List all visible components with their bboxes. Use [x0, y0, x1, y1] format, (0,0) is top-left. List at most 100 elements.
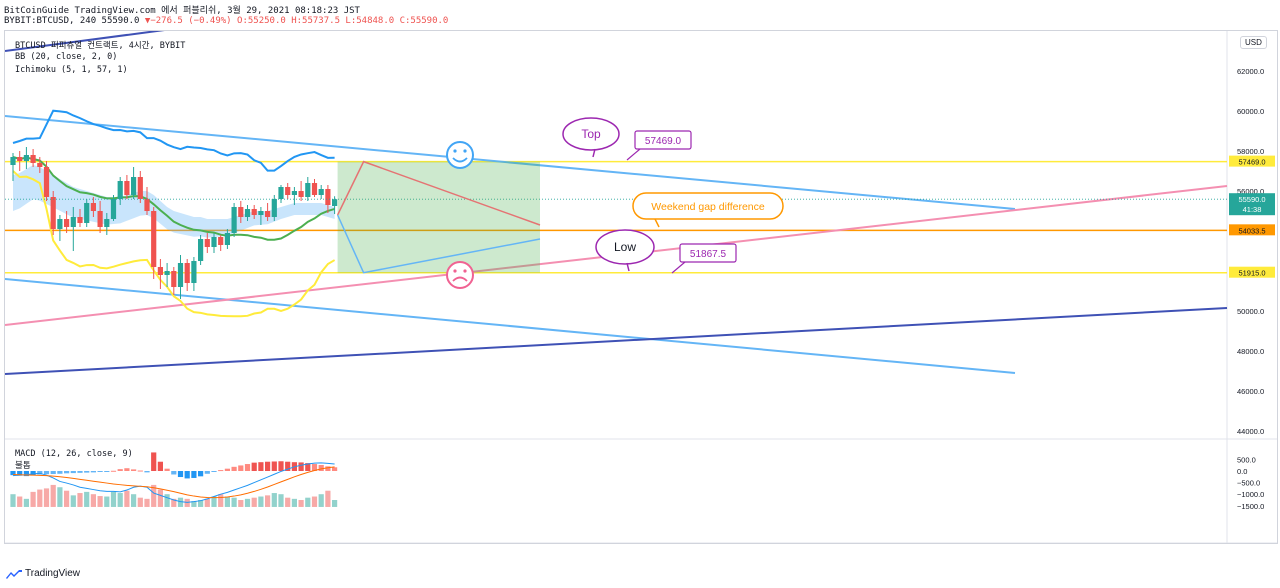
macd-lower-bar: [184, 498, 190, 507]
macd-tick-label: 0.0: [1237, 467, 1247, 476]
candle-body: [271, 199, 277, 217]
candle-body: [90, 203, 96, 211]
macd-histogram-bar: [198, 471, 204, 477]
macd-histogram-bar: [325, 466, 331, 471]
chart-area[interactable]: 62000.060000.058000.056000.054000.052000…: [4, 30, 1278, 544]
legend-bb[interactable]: BB (20, close, 2, 0): [15, 52, 118, 62]
price-axis-label-text: 51915.0: [1238, 269, 1265, 278]
macd-histogram-bar: [238, 465, 244, 471]
macd-lower-bar: [231, 497, 237, 507]
candle-body: [151, 211, 157, 267]
candle-body: [224, 233, 230, 245]
macd-lower-bar: [285, 497, 291, 507]
macd-lower-bar: [204, 498, 210, 507]
candle-body: [50, 197, 56, 229]
tradingview-logo-text: TradingView: [25, 568, 81, 579]
candle-body: [70, 217, 76, 227]
candle-body: [117, 181, 123, 199]
candle-body: [144, 199, 150, 211]
macd-histogram-bar: [50, 471, 56, 475]
candle-body: [191, 261, 197, 283]
change-value: ▼−276.5 (−0.49%): [144, 16, 232, 26]
low-value-pointer: [671, 261, 686, 274]
top-value-box: [634, 130, 692, 150]
macd-lower-bar: [70, 495, 76, 507]
candle-body: [231, 207, 237, 233]
macd-histogram-bar: [218, 470, 224, 472]
macd-histogram-bar: [151, 452, 157, 471]
sad-face-eye: [463, 269, 467, 273]
candle-body: [244, 209, 251, 217]
macd-lower-bar: [244, 498, 251, 507]
macd-lower-bar: [97, 496, 103, 507]
macd-lower-bar: [37, 489, 43, 507]
legend-macd-sub: 불톱: [15, 461, 31, 471]
macd-histogram-bar: [144, 471, 150, 473]
macd-histogram-bar: [10, 471, 16, 476]
candle-body: [318, 189, 324, 195]
macd-histogram-bar: [285, 461, 291, 471]
macd-lower-bar: [278, 494, 284, 507]
macd-lower-bar: [218, 494, 224, 507]
candle-body: [164, 271, 170, 275]
y-tick-label: 62000.0: [1237, 67, 1264, 76]
symbol-ohlc-header: BYBIT:BTCUSD, 240 55590.0 ▼−276.5 (−0.49…: [4, 16, 448, 26]
candle-body: [332, 199, 338, 206]
candle-body: [157, 267, 163, 275]
macd-histogram-bar: [305, 463, 311, 471]
macd-histogram-bar: [271, 461, 277, 471]
macd-histogram-bar: [84, 471, 90, 473]
happy-face-eye: [453, 149, 457, 153]
tradingview-logo[interactable]: TradingView: [6, 568, 80, 579]
low-value-box: [679, 243, 737, 263]
y-tick-label: 60000.0: [1237, 107, 1264, 116]
top-bubble-text: Top: [581, 127, 601, 141]
sad-face-eye: [453, 269, 457, 273]
macd-histogram-bar: [251, 462, 257, 471]
top-bubble-tail: [592, 148, 596, 158]
low-bubble-tail: [626, 262, 630, 272]
macd-histogram-bar: [184, 471, 190, 479]
legend-symbol: BTCUSD 퍼피츄얼 컨트랙트, 4시간, BYBIT: [15, 41, 186, 51]
y-tick-label: 48000.0: [1237, 347, 1264, 356]
candle-body: [77, 217, 83, 223]
macd-lower-bar: [43, 488, 50, 507]
happy-face-mouth: [452, 157, 468, 163]
ohlc-values: O:55250.0 H:55737.5 L:54848.0 C:55590.0: [237, 16, 449, 26]
candle-body: [131, 177, 137, 195]
macd-signal-line: [12, 466, 335, 499]
top-value-pointer: [626, 148, 641, 161]
gap-note-tail: [654, 218, 660, 228]
candle-body: [311, 183, 318, 195]
candle-body: [124, 181, 130, 195]
macd-histogram-bar: [30, 471, 36, 476]
macd-histogram-bar: [311, 464, 318, 471]
macd-lower-bar: [258, 496, 264, 507]
macd-histogram-bar: [90, 471, 96, 473]
currency-button[interactable]: USD: [1240, 36, 1267, 49]
macd-lower-bar: [164, 494, 170, 507]
candle-body: [325, 189, 331, 205]
y-tick-label: 58000.0: [1237, 147, 1264, 156]
chart-svg[interactable]: 62000.060000.058000.056000.054000.052000…: [5, 31, 1277, 543]
macd-lower-bar: [291, 498, 297, 507]
macd-histogram-bar: [23, 471, 29, 477]
candle-body: [285, 187, 291, 195]
macd-lower-bar: [64, 490, 70, 507]
macd-lower-bar: [90, 494, 96, 507]
legend-macd[interactable]: MACD (12, 26, close, 9): [15, 449, 133, 459]
sad-face-outline: [446, 261, 474, 289]
macd-lower-bar: [23, 498, 29, 507]
macd-lower-bar: [151, 484, 157, 507]
macd-histogram-bar: [70, 471, 76, 474]
y-tick-label: 44000.0: [1237, 427, 1264, 436]
macd-histogram-bar: [211, 471, 217, 472]
candle-body: [23, 155, 29, 161]
macd-histogram-bar: [224, 468, 230, 471]
macd-histogram-bar: [97, 471, 103, 472]
candle-body: [291, 191, 297, 195]
candle-body: [171, 271, 177, 287]
low-bubble-text: Low: [614, 240, 636, 254]
macd-histogram-bar: [131, 469, 137, 471]
legend-ichimoku[interactable]: Ichimoku (5, 1, 57, 1): [15, 65, 128, 75]
